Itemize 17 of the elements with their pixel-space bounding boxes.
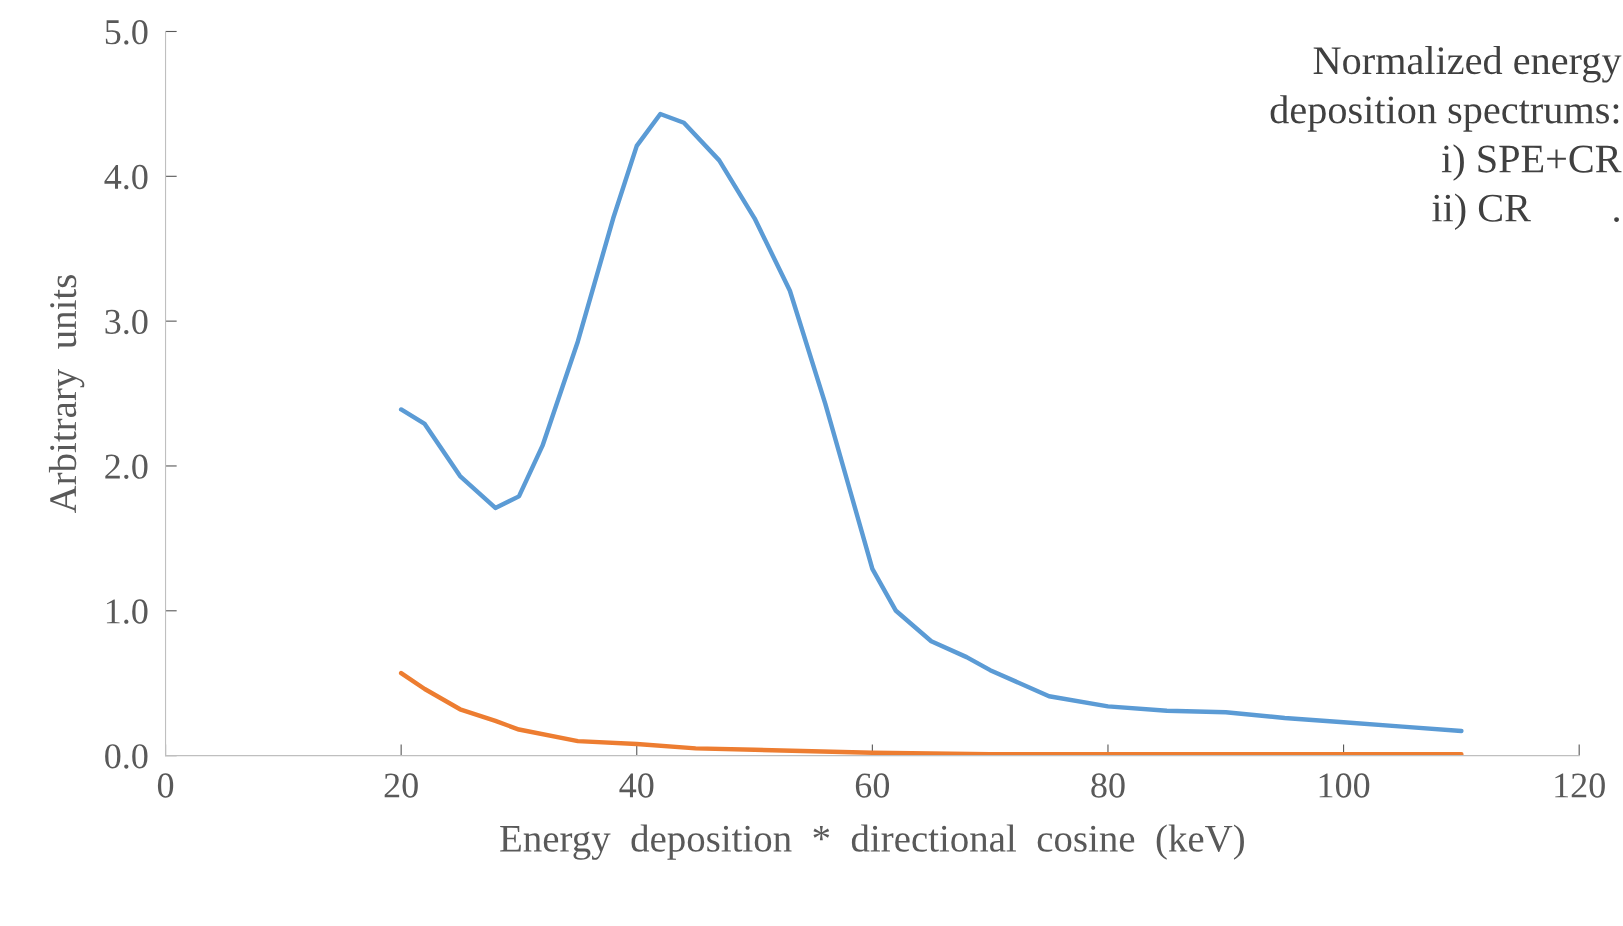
line-series — [398, 670, 1464, 756]
x-tick-label: 60 — [855, 773, 890, 798]
y-axis-title: Arbitrary units — [48, 275, 85, 514]
y-tick-label: 5.0 — [105, 20, 148, 45]
annotation: Normalized energy deposition spectrums: i) SPE+CR ii) CR . — [1270, 45, 1622, 230]
y-tick-label: 2.0 — [105, 454, 148, 480]
x-axis-title: Energy deposition * directional cosine (keV) — [500, 824, 1244, 860]
y-tick-label: 3.0 — [105, 309, 148, 335]
x-tick-label: 0 — [157, 773, 174, 798]
x-tick-label: 80 — [1091, 773, 1125, 798]
x-tick-label: 20 — [384, 773, 418, 798]
y-tick-label: 0.0 — [105, 744, 148, 769]
x-tick-label: 120 — [1555, 773, 1605, 798]
x-tick-label: 40 — [619, 773, 654, 798]
x-tick-label: 100 — [1319, 773, 1370, 798]
y-tick-label: 4.0 — [104, 164, 148, 190]
y-tick-label: 1.0 — [106, 599, 148, 624]
